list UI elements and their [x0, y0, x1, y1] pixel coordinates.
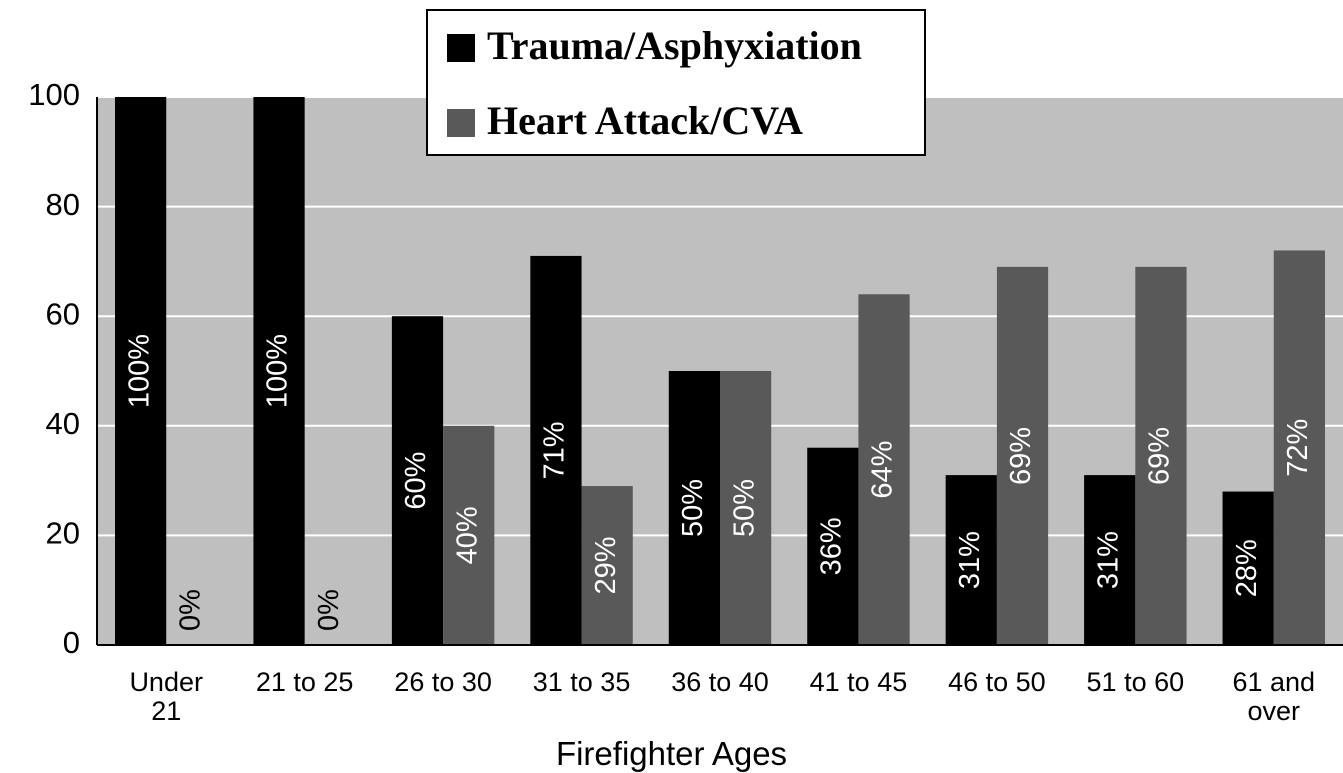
data-label: 29%	[590, 537, 622, 595]
y-tick-label: 80	[46, 187, 80, 222]
y-tick-label: 0	[63, 625, 80, 660]
bar	[530, 255, 582, 646]
data-label: 0%	[174, 589, 206, 631]
bar	[807, 447, 859, 645]
y-tick-label: 100	[28, 77, 80, 112]
data-label: 69%	[1005, 427, 1037, 485]
data-label: 40%	[451, 506, 483, 564]
data-label: 100%	[123, 334, 155, 408]
legend-swatch	[447, 34, 475, 62]
legend-box	[426, 9, 926, 156]
data-label: 72%	[1282, 419, 1314, 477]
data-label: 60%	[400, 452, 432, 510]
x-tick-label: 21 to 25	[255, 667, 354, 697]
x-tick-label: 26 to 30	[394, 667, 492, 697]
x-tick-label: Under 21	[129, 667, 203, 726]
bar	[945, 475, 997, 645]
data-label: 0%	[313, 589, 345, 631]
legend-label: Heart Attack/CVA	[487, 98, 803, 143]
data-label: 50%	[728, 479, 760, 537]
bar	[720, 371, 772, 645]
y-tick-label: 60	[46, 296, 80, 331]
x-axis-title: Firefighter Ages	[555, 735, 788, 772]
bar	[668, 371, 720, 645]
legend-label: Trauma/Asphyxiation	[487, 23, 862, 68]
bar	[1084, 475, 1136, 645]
data-label: 28%	[1231, 539, 1263, 597]
data-label: 36%	[815, 517, 847, 575]
data-label: 69%	[1144, 427, 1176, 485]
data-label: 64%	[867, 441, 899, 499]
data-label: 31%	[954, 531, 986, 589]
x-tick-label: 31 to 35	[532, 667, 631, 697]
data-label: 100%	[262, 334, 294, 408]
bar	[443, 425, 495, 645]
x-tick-label: 51 to 60	[1086, 667, 1185, 697]
x-tick-label: 61 and over	[1232, 667, 1316, 726]
data-label: 31%	[1092, 531, 1124, 589]
bar	[581, 486, 633, 645]
bar	[391, 316, 444, 645]
x-tick-label: 36 to 40	[671, 667, 769, 697]
bar	[1222, 491, 1274, 645]
data-label: 50%	[677, 479, 709, 537]
x-tick-label: 46 to 50	[948, 667, 1046, 697]
bar	[253, 97, 305, 645]
legend: Trauma/Asphyxiation Heart Attack/CVA	[426, 9, 926, 156]
bar	[996, 266, 1049, 645]
x-tick-label: 41 to 45	[809, 667, 908, 697]
y-tick-label: 20	[46, 516, 80, 551]
legend-swatch	[447, 109, 475, 137]
bar	[858, 294, 910, 645]
bar	[1135, 266, 1187, 645]
bar	[1273, 250, 1326, 645]
y-tick-label: 40	[46, 406, 80, 441]
bar	[114, 97, 167, 645]
data-label: 71%	[539, 421, 571, 479]
